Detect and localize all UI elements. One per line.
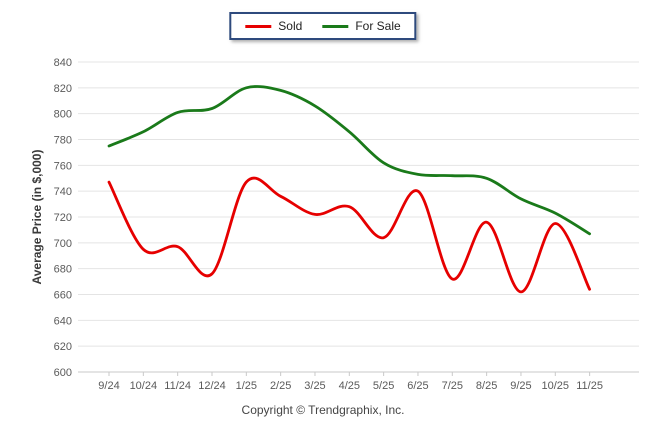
for-sale-line bbox=[107, 85, 591, 236]
y-tick-label: 800 bbox=[54, 109, 72, 121]
sold-line bbox=[107, 176, 591, 294]
legend-line-swatch bbox=[245, 24, 272, 28]
x-tick-label: 3/25 bbox=[304, 380, 325, 392]
y-tick-label: 780 bbox=[54, 135, 72, 147]
series-layer bbox=[107, 85, 591, 294]
x-tick-label: 8/25 bbox=[476, 380, 497, 392]
y-tick-label: 700 bbox=[54, 238, 72, 250]
y-tick-label: 720 bbox=[54, 212, 72, 224]
legend-item-sold: Sold bbox=[245, 19, 302, 33]
x-tick-label: 10/25 bbox=[542, 380, 570, 392]
y-tick-label: 680 bbox=[54, 264, 72, 276]
legend-line-swatch bbox=[322, 24, 349, 28]
x-tick-label: 9/25 bbox=[510, 380, 531, 392]
x-tick-label: 5/25 bbox=[373, 380, 394, 392]
y-tick-label: 820 bbox=[54, 83, 72, 95]
y-tick-label: 600 bbox=[54, 367, 72, 379]
x-tick-label: 11/25 bbox=[576, 380, 603, 392]
y-tick-label: 620 bbox=[54, 341, 72, 353]
x-tick-label: 11/24 bbox=[164, 380, 191, 392]
x-tick-label: 12/24 bbox=[198, 380, 226, 392]
x-tick-label: 4/25 bbox=[339, 380, 360, 392]
x-tick-label: 7/25 bbox=[442, 380, 463, 392]
chart-legend: Sold For Sale bbox=[229, 12, 417, 40]
copyright-text: Copyright © Trendgraphix, Inc. bbox=[241, 403, 405, 417]
x-tick-label: 1/25 bbox=[236, 380, 257, 392]
y-tick-label: 640 bbox=[54, 315, 72, 327]
legend-item-for-sale: For Sale bbox=[322, 19, 401, 33]
y-tick-label: 740 bbox=[54, 186, 72, 198]
legend-label: For Sale bbox=[355, 19, 401, 33]
y-tick-label: 760 bbox=[54, 160, 72, 172]
x-tick-label: 6/25 bbox=[407, 380, 428, 392]
x-tick-label: 10/24 bbox=[130, 380, 158, 392]
y-tick-label: 840 bbox=[54, 57, 72, 69]
y-axis-title: Average Price (in $,000) bbox=[30, 149, 44, 285]
x-tick-label: 2/25 bbox=[270, 380, 291, 392]
y-tick-label: 660 bbox=[54, 290, 72, 302]
x-tick-label: 9/24 bbox=[98, 380, 119, 392]
legend-label: Sold bbox=[278, 19, 303, 33]
axis-layer: 600 620 640 660 680 700 720 740 760 780 800 820 840 9… bbox=[54, 57, 603, 392]
grid-layer bbox=[78, 61, 639, 373]
